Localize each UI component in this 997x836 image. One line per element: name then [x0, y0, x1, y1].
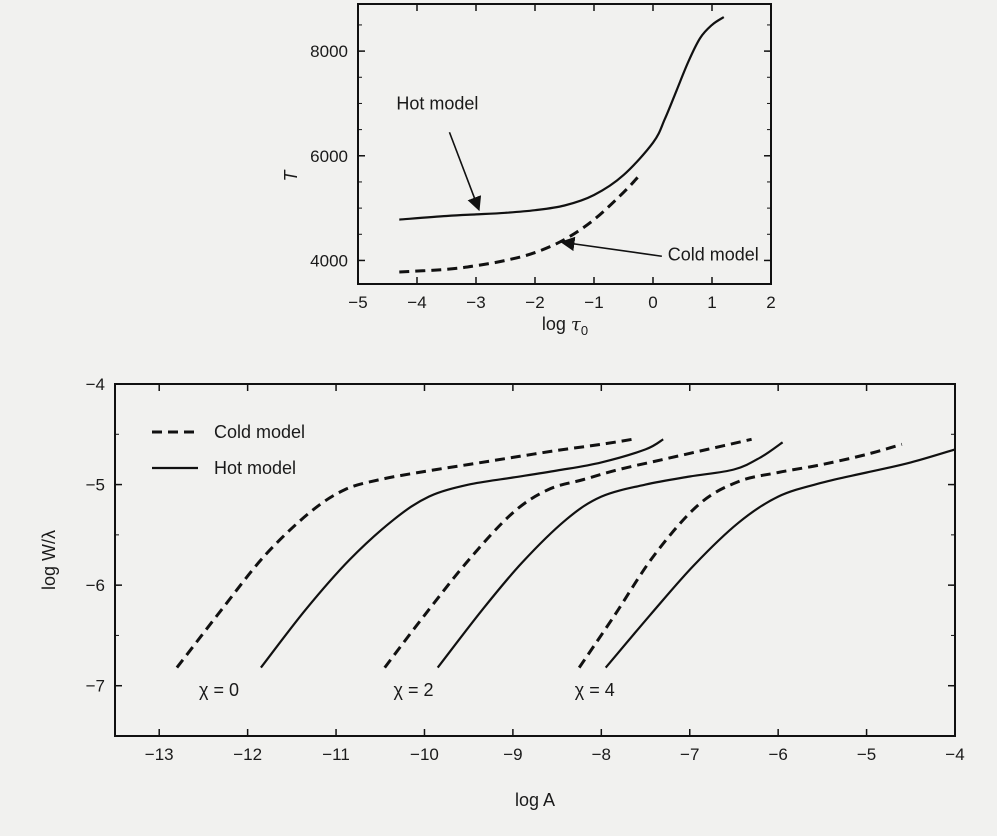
plot-frame-bottom	[114, 383, 956, 737]
annotation-arrow-hot	[448, 131, 482, 212]
series-hot-model-chi-4	[604, 448, 956, 669]
plot-frame-top	[357, 3, 772, 285]
annotation-cold-model: Cold model	[668, 244, 759, 264]
temperature-chart: −5 −4 −3 −2 −1 0 1 2 4000 6000 8000 Hot model Cold…	[281, 3, 776, 338]
bottom-x-tick-label: −7	[680, 745, 699, 764]
y-axis-label-top: T	[281, 169, 301, 182]
x-ticks-top: −5 −4 −3 −2 −1 0 1 2	[348, 4, 776, 312]
bottom-x-tick-label: −13	[145, 745, 174, 764]
series-group-bottom	[175, 437, 956, 669]
bottom-x-tick-label: −6	[768, 745, 787, 764]
top-x-tick-label: −1	[584, 293, 603, 312]
bottom-x-tick-label: −10	[410, 745, 439, 764]
x-axis-label-log: log	[542, 314, 566, 334]
top-x-tick-label: 1	[707, 293, 716, 312]
curve-of-growth-chart: −13 −12 −11 −10 −9 −8 −7 −6 −5 −4 −4 −5 −6 −7 Cold m…	[39, 375, 965, 810]
x-axis-label-bottom: log A	[515, 790, 555, 810]
series-cold-model-line	[399, 175, 640, 274]
bottom-y-tick-label: −5	[86, 476, 105, 495]
curve-labels: χ = 0 χ = 2 χ = 4	[199, 680, 615, 700]
bottom-y-tick-label: −7	[86, 677, 105, 696]
legend-label-hot-model: Hot model	[214, 458, 296, 478]
top-x-tick-label: 2	[766, 293, 775, 312]
y-axis-label-bottom: log W/λ	[39, 530, 59, 590]
x-axis-label-tau: τ	[571, 314, 582, 335]
top-x-tick-label: −2	[525, 293, 544, 312]
curve-label-chi: χ = 0	[199, 680, 239, 700]
bottom-x-tick-label: −4	[945, 745, 964, 764]
series-cold-model-chi-0	[175, 437, 633, 669]
series-hot-model-line	[399, 16, 725, 221]
y-ticks-bottom: −4 −5 −6 −7	[86, 375, 955, 737]
curve-label-chi: χ = 2	[394, 680, 434, 700]
top-x-tick-label: −4	[407, 293, 426, 312]
bottom-x-tick-label: −11	[322, 745, 350, 764]
series-cold-model-chi-2	[383, 437, 752, 669]
annotation-arrow-cold	[560, 236, 662, 258]
series-hot-model-chi-0	[260, 438, 664, 669]
top-y-tick-label: 4000	[310, 251, 348, 270]
legend-bottom: Cold model Hot model	[152, 422, 305, 478]
annotation-hot-model: Hot model	[396, 94, 478, 114]
annotations-top: Hot model Cold model	[396, 94, 758, 265]
bottom-y-tick-label: −6	[86, 576, 105, 595]
top-x-tick-label: 0	[648, 293, 657, 312]
bottom-x-tick-label: −9	[503, 745, 522, 764]
y-ticks-top: 4000 6000 8000	[310, 24, 771, 270]
series-cold-model-chi-4	[577, 442, 903, 669]
top-x-tick-label: −5	[348, 293, 367, 312]
bottom-x-tick-label: −12	[233, 745, 262, 764]
curve-label-chi: χ = 4	[575, 680, 615, 700]
x-ticks-bottom: −13 −12 −11 −10 −9 −8 −7 −6 −5 −4	[145, 384, 965, 764]
top-y-tick-label: 8000	[310, 42, 348, 61]
bottom-x-tick-label: −5	[857, 745, 876, 764]
x-axis-label-top: log τ0	[542, 314, 588, 338]
bottom-x-tick-label: −8	[592, 745, 611, 764]
series-group-top	[399, 16, 725, 274]
legend-label-cold-model: Cold model	[214, 422, 305, 442]
top-y-tick-label: 6000	[310, 147, 348, 166]
series-hot-model-chi-2	[436, 441, 784, 669]
x-axis-label-sub: 0	[581, 323, 588, 338]
bottom-y-tick-label: −4	[86, 375, 105, 394]
top-x-tick-label: −3	[466, 293, 485, 312]
